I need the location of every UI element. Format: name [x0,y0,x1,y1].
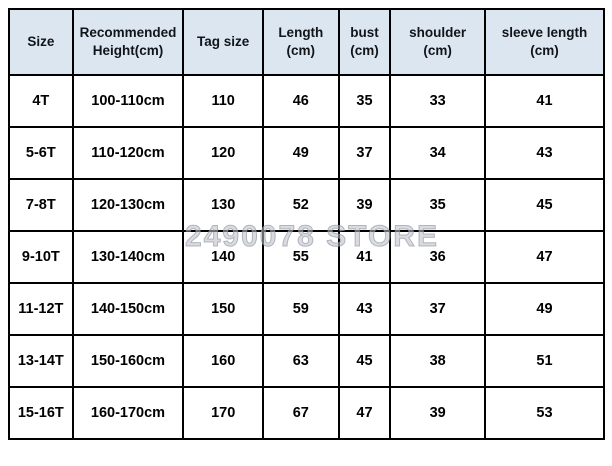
value-cell: 38 [389,334,486,388]
value-cell: 150 [182,282,265,336]
table-row: 5-6T 110-120cm 120 49 37 34 43 [8,126,606,180]
table-row: 4T 100-110cm 110 46 35 33 41 [8,74,606,128]
value-cell: 55 [262,230,340,284]
value-cell: 160-170cm [71,386,185,440]
size-table-body: 4T 100-110cm 110 46 35 33 41 5-6T 110-120cm 120 49… [8,74,606,440]
value-cell: 160 [182,334,265,388]
value-cell: 120 [182,126,265,180]
value-cell: 47 [337,386,392,440]
col-header-bust: bust (cm) [337,8,392,76]
value-cell: 37 [389,282,486,336]
size-cell: 13-14T [8,334,74,388]
col-header-length: Length (cm) [262,8,340,76]
value-cell: 47 [483,230,606,284]
value-cell: 34 [389,126,486,180]
value-cell: 33 [389,74,486,128]
value-cell: 46 [262,74,340,128]
size-cell: 11-12T [8,282,74,336]
size-chart-table: Size Recommended Height(cm) Tag size Len… [8,8,606,440]
header-row: Size Recommended Height(cm) Tag size Len… [8,8,606,76]
value-cell: 45 [337,334,392,388]
value-cell: 67 [262,386,340,440]
value-cell: 110-120cm [71,126,185,180]
value-cell: 41 [483,74,606,128]
value-cell: 100-110cm [71,74,185,128]
table-row: 13-14T 150-160cm 160 63 45 38 51 [8,334,606,388]
col-header-shoulder: shoulder (cm) [389,8,486,76]
value-cell: 36 [389,230,486,284]
value-cell: 39 [389,386,486,440]
value-cell: 43 [337,282,392,336]
col-header-sleeve-length: sleeve length (cm) [483,8,606,76]
value-cell: 53 [483,386,606,440]
table-row: 9-10T 130-140cm 140 55 41 36 47 [8,230,606,284]
col-header-tag-size: Tag size [182,8,265,76]
table-row: 15-16T 160-170cm 170 67 47 39 53 [8,386,606,440]
value-cell: 140 [182,230,265,284]
value-cell: 45 [483,178,606,232]
size-cell: 4T [8,74,74,128]
col-header-size: Size [8,8,74,76]
value-cell: 51 [483,334,606,388]
value-cell: 59 [262,282,340,336]
value-cell: 130-140cm [71,230,185,284]
table-row: 11-12T 140-150cm 150 59 43 37 49 [8,282,606,336]
size-cell: 9-10T [8,230,74,284]
value-cell: 35 [337,74,392,128]
value-cell: 37 [337,126,392,180]
value-cell: 130 [182,178,265,232]
table-header: Size Recommended Height(cm) Tag size Len… [8,8,606,76]
value-cell: 49 [262,126,340,180]
value-cell: 140-150cm [71,282,185,336]
size-cell: 7-8T [8,178,74,232]
value-cell: 35 [389,178,486,232]
value-cell: 63 [262,334,340,388]
value-cell: 43 [483,126,606,180]
value-cell: 41 [337,230,392,284]
size-cell: 15-16T [8,386,74,440]
value-cell: 52 [262,178,340,232]
value-cell: 170 [182,386,265,440]
value-cell: 150-160cm [71,334,185,388]
value-cell: 39 [337,178,392,232]
value-cell: 49 [483,282,606,336]
size-cell: 5-6T [8,126,74,180]
value-cell: 110 [182,74,265,128]
value-cell: 120-130cm [71,178,185,232]
col-header-recommended-height: Recommended Height(cm) [71,8,185,76]
table-row: 7-8T 120-130cm 130 52 39 35 45 [8,178,606,232]
